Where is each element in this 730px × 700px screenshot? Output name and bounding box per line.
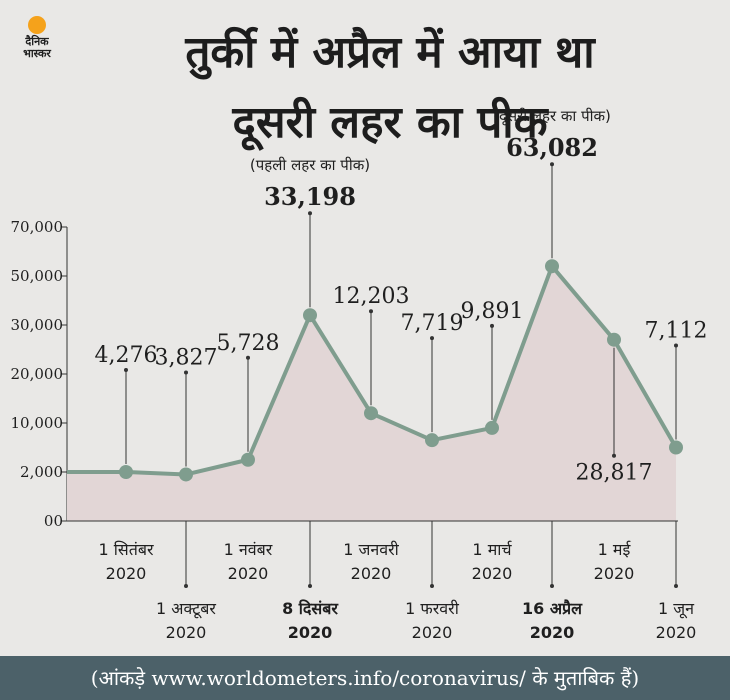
value-label: 3,827 xyxy=(155,345,218,370)
x-tick-label: 2020 xyxy=(106,564,147,583)
x-tick-label: 2020 xyxy=(288,623,333,642)
leader-dot xyxy=(612,453,616,458)
x-tick-dot xyxy=(430,584,434,588)
leader-dot xyxy=(550,162,554,167)
value-label: 7,112 xyxy=(645,319,708,344)
y-tick-label: 00 xyxy=(44,512,63,530)
y-tick-label: 10,000 xyxy=(11,414,64,432)
title-line-1: तुर्की में अप्रैल में आया था xyxy=(185,27,595,78)
leader-dot xyxy=(246,355,250,360)
leader-dot xyxy=(308,211,312,216)
data-point xyxy=(485,420,499,435)
y-tick-label: 50,000 xyxy=(11,267,64,285)
x-tick-label: 2020 xyxy=(412,623,453,642)
title-line-2: दूसरी लहर का पीक xyxy=(232,97,548,148)
x-tick-label: 2020 xyxy=(351,564,392,583)
y-tick-label: 30,000 xyxy=(11,316,64,334)
x-tick-dot xyxy=(550,584,554,588)
data-point xyxy=(303,308,317,323)
leader-dot xyxy=(430,336,434,341)
data-point xyxy=(607,332,621,347)
leader-dot xyxy=(124,368,128,372)
x-tick-label: 2020 xyxy=(656,623,697,642)
x-tick-label: 1 मार्च xyxy=(472,540,512,559)
x-tick-label: 1 नवंबर xyxy=(224,540,273,559)
x-tick-label: 1 मई xyxy=(598,540,632,559)
value-label: 12,203 xyxy=(333,284,410,309)
x-tick-dot xyxy=(308,584,312,588)
chart-svg: 00 2,000 10,000 20,000 30,000 50,000 70,000 4,2… xyxy=(11,107,708,642)
logo-text-line1: दैनिक xyxy=(25,35,49,48)
x-tick-label: 2020 xyxy=(166,623,207,642)
data-point xyxy=(669,440,683,455)
value-label: 7,719 xyxy=(401,311,464,336)
data-point xyxy=(119,465,133,479)
x-tick-label: 2020 xyxy=(228,564,269,583)
y-tick-label: 70,000 xyxy=(11,218,64,236)
x-tick-label: 16 अप्रैल xyxy=(522,599,583,618)
x-tick-label: 8 दिसंबर xyxy=(282,599,339,618)
value-label: 33,198 xyxy=(264,182,356,211)
data-point xyxy=(425,433,439,448)
peak-annotation: (पहली लहर का पीक) xyxy=(250,156,370,174)
x-tick-label: 2020 xyxy=(530,623,575,642)
logo-text-line2: भास्कर xyxy=(23,47,51,60)
leader-dot xyxy=(490,323,494,328)
value-label: 4,276 xyxy=(95,343,158,368)
x-tick-label: 2020 xyxy=(594,564,635,583)
data-point xyxy=(241,452,255,467)
value-label: 63,082 xyxy=(506,133,598,162)
brand-logo: दैनिक भास्कर xyxy=(8,16,66,74)
y-tick-label: 20,000 xyxy=(11,365,64,383)
leader-dot xyxy=(674,343,678,348)
leader-dot xyxy=(184,370,188,375)
x-tick-label: 1 सितंबर xyxy=(98,540,153,559)
x-tick-label: 1 अक्टूबर xyxy=(156,599,216,619)
x-tick-dot xyxy=(184,584,188,588)
x-tick-label: 2020 xyxy=(472,564,513,583)
data-point xyxy=(364,406,378,421)
x-tick-label: 1 जून xyxy=(658,599,695,619)
leader-dot xyxy=(369,309,373,314)
data-point xyxy=(545,259,559,274)
x-tick-label: 1 जनवरी xyxy=(343,540,399,559)
x-tick-dot xyxy=(674,584,678,588)
y-tick-label: 2,000 xyxy=(20,463,63,481)
x-tick-label: 1 फरवरी xyxy=(405,599,460,618)
value-label: 5,728 xyxy=(217,331,280,356)
value-label: 9,891 xyxy=(461,299,524,324)
peak-annotation: (दूसरी लहर का पीक) xyxy=(493,107,611,126)
area-fill xyxy=(67,266,676,521)
value-label: 28,817 xyxy=(576,461,653,486)
sun-icon xyxy=(28,16,46,34)
source-footer: (आंकड़े www.worldometers.info/coronaviru… xyxy=(0,656,730,700)
chart-title: तुर्की में अप्रैल में आया था दूसरी लहर क… xyxy=(70,18,710,158)
data-point xyxy=(179,467,193,482)
